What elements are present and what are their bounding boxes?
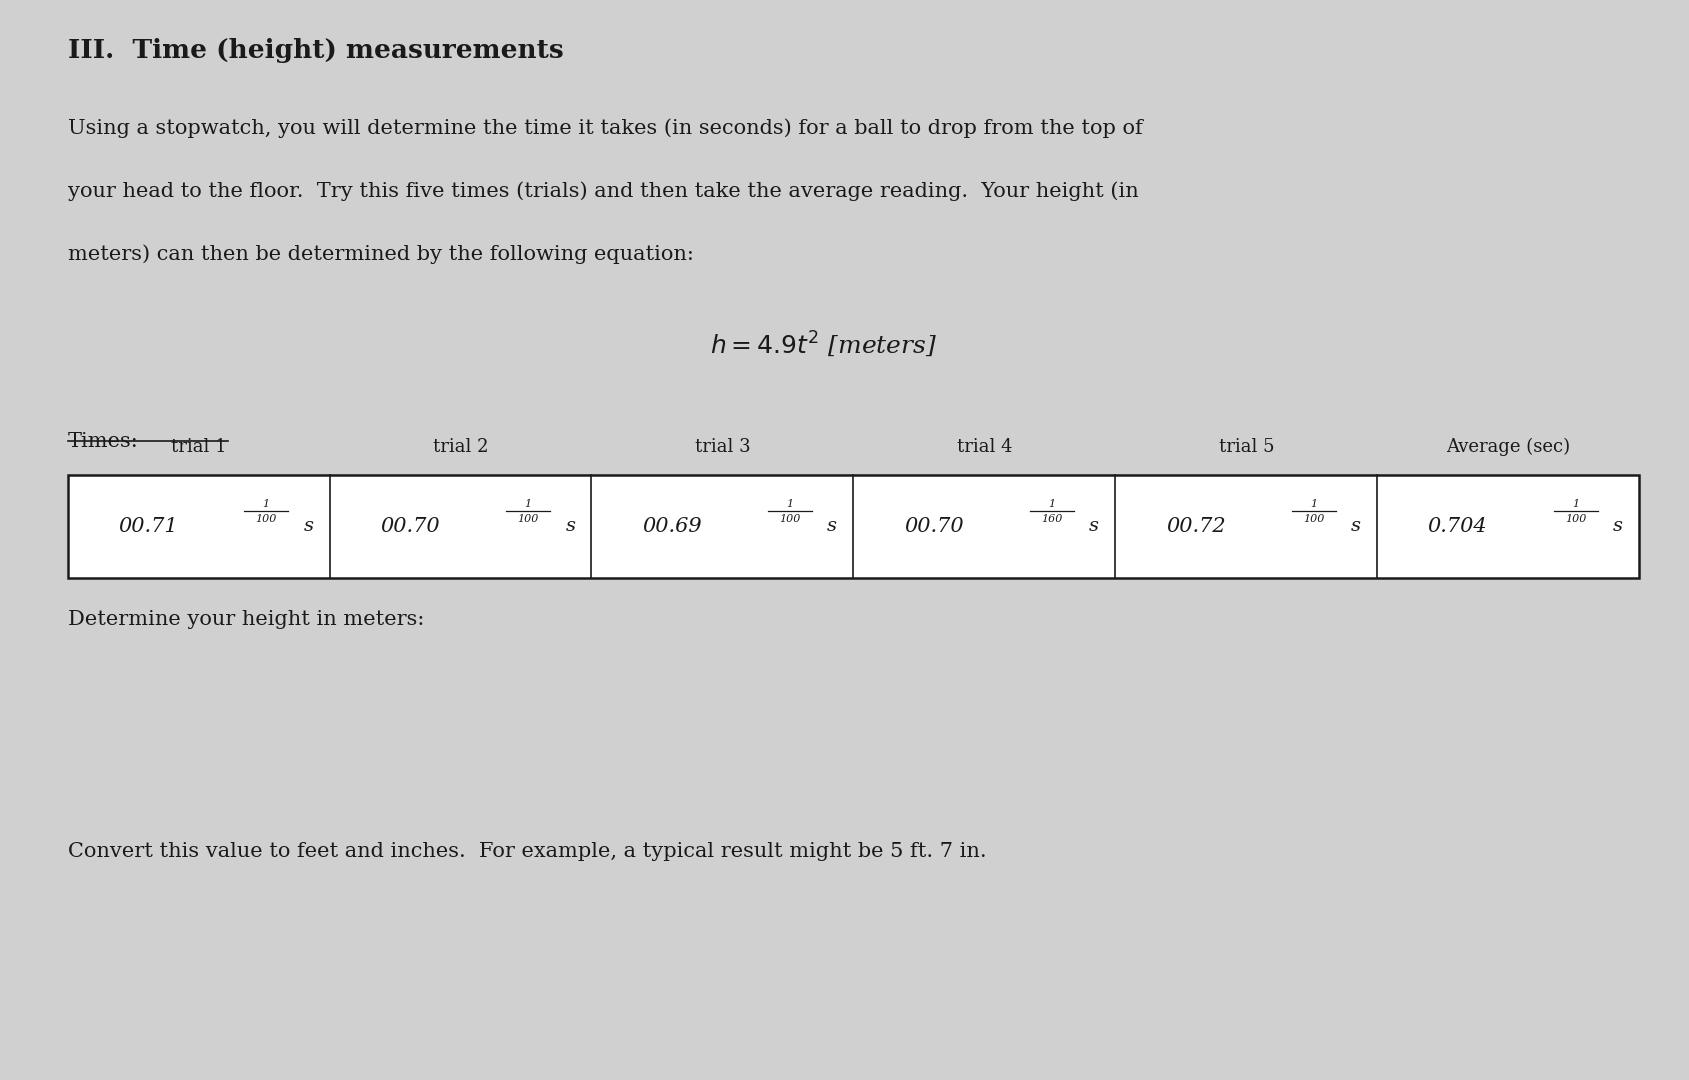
Text: your head to the floor.  Try this five times (trials) and then take the average : your head to the floor. Try this five ti… xyxy=(68,181,1138,201)
Text: 00.71: 00.71 xyxy=(118,517,177,536)
Text: Average (sec): Average (sec) xyxy=(1446,437,1569,456)
Text: s: s xyxy=(304,517,312,536)
Text: s: s xyxy=(1351,517,1360,536)
Text: 1: 1 xyxy=(785,499,794,509)
Text: Determine your height in meters:: Determine your height in meters: xyxy=(68,610,424,630)
Text: s: s xyxy=(564,517,574,536)
Text: 100: 100 xyxy=(1564,513,1586,524)
Text: 1: 1 xyxy=(1047,499,1056,509)
Text: Convert this value to feet and inches.  For example, a typical result might be 5: Convert this value to feet and inches. F… xyxy=(68,842,986,862)
Text: 100: 100 xyxy=(779,513,801,524)
Text: meters) can then be determined by the following equation:: meters) can then be determined by the fo… xyxy=(68,244,692,264)
Text: s: s xyxy=(1613,517,1621,536)
Bar xyxy=(68,475,1638,578)
Text: 00.69: 00.69 xyxy=(642,517,701,536)
Text: Times:: Times: xyxy=(68,432,138,451)
Text: trial 5: trial 5 xyxy=(1218,437,1274,456)
Text: trial 1: trial 1 xyxy=(171,437,226,456)
Text: 0.704: 0.704 xyxy=(1427,517,1486,536)
Text: 1: 1 xyxy=(524,499,532,509)
Text: 1: 1 xyxy=(1571,499,1579,509)
Text: 100: 100 xyxy=(1302,513,1324,524)
Text: 100: 100 xyxy=(517,513,539,524)
Text: Using a stopwatch, you will determine the time it takes (in seconds) for a ball : Using a stopwatch, you will determine th… xyxy=(68,119,1142,138)
Text: 100: 100 xyxy=(255,513,277,524)
Text: 1: 1 xyxy=(1309,499,1317,509)
Text: s: s xyxy=(828,517,836,536)
Text: trial 3: trial 3 xyxy=(694,437,750,456)
Text: trial 4: trial 4 xyxy=(956,437,1012,456)
Text: s: s xyxy=(1089,517,1098,536)
Text: 00.70: 00.70 xyxy=(380,517,439,536)
Text: III.  Time (height) measurements: III. Time (height) measurements xyxy=(68,38,562,63)
Text: 160: 160 xyxy=(1040,513,1062,524)
Text: 00.72: 00.72 xyxy=(1165,517,1225,536)
Text: $h= 4.9t^2$ [meters]: $h= 4.9t^2$ [meters] xyxy=(709,329,936,359)
Text: 1: 1 xyxy=(262,499,270,509)
Text: trial 2: trial 2 xyxy=(432,437,488,456)
Text: 00.70: 00.70 xyxy=(904,517,963,536)
